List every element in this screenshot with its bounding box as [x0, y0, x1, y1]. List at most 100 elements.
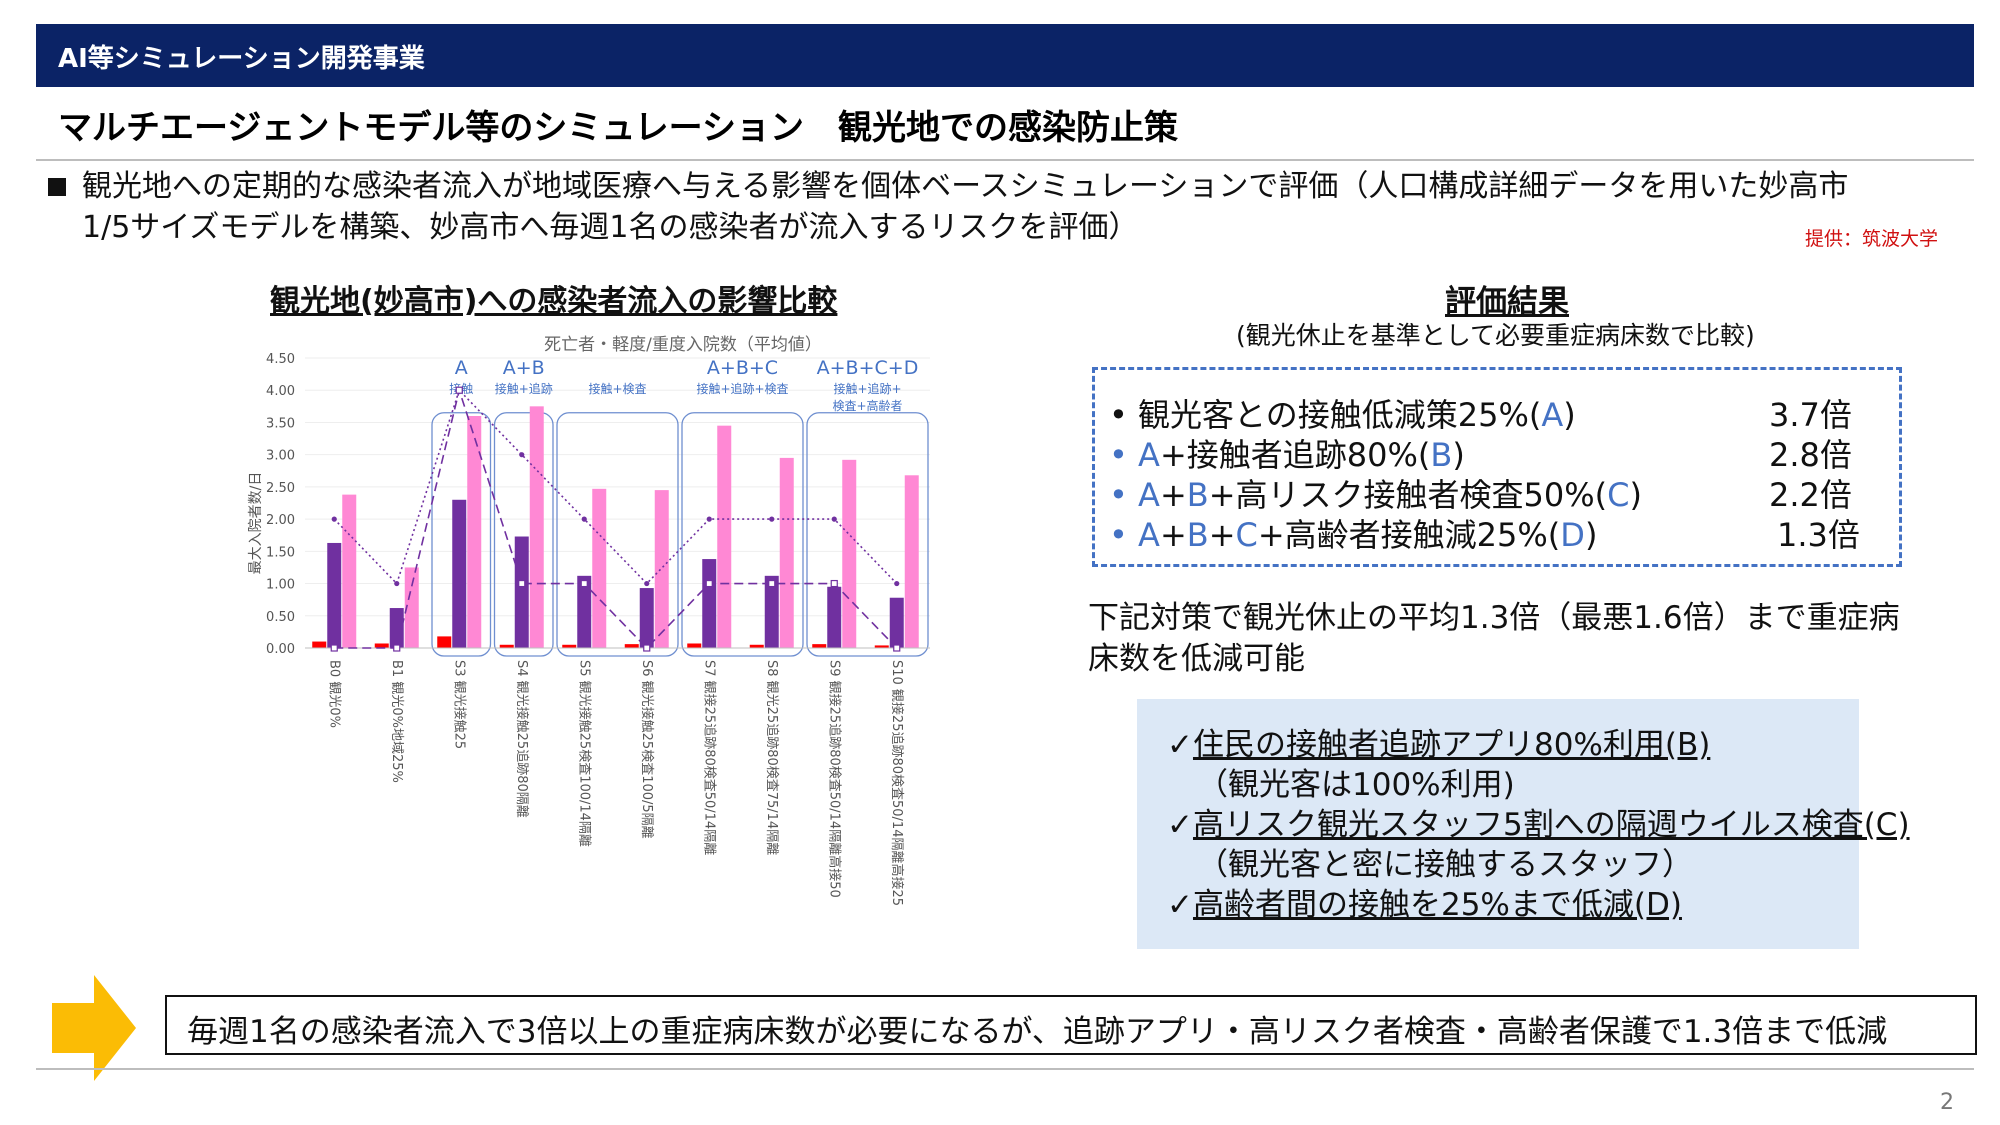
median-point	[518, 579, 526, 588]
measure-note: （観光客は100%利用)	[1197, 767, 1515, 803]
bar-severe	[577, 575, 592, 648]
x-tick-label: S5 観光接触25検査100/14隔離	[576, 660, 592, 847]
measure-text: 高リスク観光スタッフ5割への隔週ウイルス検査(C)	[1192, 807, 1910, 843]
scenario-group-box	[493, 412, 554, 657]
chart-heading: 観光地(妙高市)への感染者流入の影響比較	[270, 284, 838, 319]
scenario-label: A+B	[503, 357, 545, 379]
bar-deaths	[437, 636, 452, 648]
result-row: • A+B+C+高齢者接触減25%(D)	[1109, 516, 1598, 554]
bar-deaths	[374, 643, 389, 648]
bullet-dot-icon: •	[1109, 396, 1139, 434]
bar-mild	[404, 567, 419, 648]
result-tag: D	[1560, 516, 1585, 554]
measure-note: （観光客と密に接触するスタッフ）	[1197, 847, 1693, 883]
result-text-end: )	[1629, 476, 1642, 514]
result-text: 観光客との接触低減策25%(	[1138, 396, 1542, 434]
q1-point	[894, 580, 900, 587]
median-point	[330, 644, 338, 652]
median-point	[893, 644, 901, 652]
result-tag: B	[1430, 436, 1453, 474]
scenario-sub-label: 検査+高齢者	[832, 398, 902, 413]
result-value: 2.2倍	[1769, 476, 1852, 514]
median-point	[643, 644, 651, 652]
scenario-sub-label: 接触+検査	[588, 381, 646, 396]
bar-deaths	[874, 645, 889, 648]
results-box: • 観光客との接触低減策25%(A) 3.7倍 • A+接触者追跡80%(B) …	[1092, 367, 1902, 567]
bar-deaths	[812, 644, 827, 648]
bullet-dot-icon: •	[1109, 436, 1139, 474]
measure-item: ✓高リスク観光スタッフ5割への隔週ウイルス検査(C)	[1167, 799, 1910, 844]
y-tick-label: 1.00	[266, 578, 295, 593]
scenario-label: A	[455, 357, 468, 379]
y-axis-label: 最大入院者数/日	[248, 472, 264, 575]
scenario-label: A+B+C	[707, 357, 778, 379]
y-tick-label: 1.50	[266, 545, 295, 560]
scenario-label: A+B+C+D	[817, 357, 919, 379]
bar-mild	[717, 425, 732, 648]
median-point	[580, 579, 588, 588]
bar-severe	[889, 597, 904, 648]
bar-severe	[452, 499, 467, 648]
bar-deaths	[687, 643, 702, 648]
x-tick-label: B1 観光0%地域25%	[389, 660, 404, 783]
q1-point	[331, 516, 337, 522]
result-value: 1.3倍	[1777, 516, 1860, 554]
x-tick-label: S6 観光接触25検査100/5隔離	[639, 660, 655, 839]
bar-mild	[529, 406, 544, 648]
x-tick-label: S7 観接25追跡80検査50/14隔離	[701, 660, 717, 855]
bar-severe	[827, 586, 842, 648]
x-tick-label: S8 観光25追跡80検査75/14隔離	[764, 660, 780, 855]
chart-title: 死亡者・軽度/重度入院数（平均値）	[544, 335, 822, 355]
checkmark-icon: ✓	[1167, 727, 1193, 763]
footer-divider	[36, 1068, 1974, 1070]
median-point	[455, 386, 463, 394]
bar-mild	[904, 475, 919, 648]
scenario-group-box	[806, 412, 929, 657]
q1-point	[644, 580, 650, 587]
comparison-chart: 死亡者・軽度/重度入院数（平均値） 0.00 0.50 1.00 1.50 2.00 2.5…	[248, 335, 930, 906]
results-title: 評価結果	[1445, 284, 1569, 320]
result-text-end: )	[1584, 516, 1598, 554]
result-text-end: )	[1563, 396, 1576, 434]
q1-point	[706, 516, 712, 522]
bar-severe	[327, 542, 342, 648]
x-tick-label: S9 観接25追跡80検査50/14隔離高接50	[826, 660, 842, 898]
result-row: • A+接触者追跡80%(B)	[1109, 436, 1465, 474]
intro-bullet: 観光地への定期的な感染者流入が地域医療へ与える影響を個体ベースシミュレーションで…	[82, 166, 1892, 248]
measure-item: ✓高齢者間の接触を25%まで低減(D)	[1167, 879, 1682, 924]
y-tick-label: 4.00	[266, 384, 295, 399]
checkmark-icon: ✓	[1167, 807, 1193, 843]
result-tag: A	[1541, 396, 1564, 434]
q1-point	[831, 516, 837, 522]
scenario-group-box	[556, 412, 679, 657]
measure-text: 高齢者間の接触を25%まで低減(D)	[1192, 887, 1682, 923]
arrow-right-icon	[52, 975, 136, 1081]
conclusion-text: 毎週1名の感染者流入で3倍以上の重症病床数が必要になるが、追跡アプリ・高リスク者…	[187, 1014, 1888, 1050]
median-point	[705, 579, 713, 588]
scenario-group-box	[431, 412, 492, 657]
result-value: 2.8倍	[1769, 436, 1852, 474]
bar-severe	[389, 608, 404, 648]
checkmark-icon: ✓	[1167, 887, 1193, 923]
measure-item: ✓住民の接触者追跡アプリ80%利用(B)	[1167, 719, 1710, 764]
x-tick-label: B0 観光0%	[326, 660, 341, 728]
q1-point	[519, 452, 525, 458]
bar-severe	[702, 559, 717, 648]
q1-point	[581, 516, 587, 522]
bullet-dot-icon: •	[1109, 476, 1139, 514]
y-tick-label: 3.00	[266, 449, 295, 464]
x-tick-label: S10 観接25追跡80検査50/14隔離高接25	[889, 660, 905, 906]
median-point	[768, 579, 776, 588]
y-tick-label: 0.50	[266, 610, 295, 625]
scenario-group-box	[681, 412, 804, 657]
summary-text: 下記対策で観光休止の平均1.3倍（最悪1.6倍）まで重症病床数を低減可能	[1088, 600, 1900, 677]
result-text-end: )	[1452, 436, 1465, 474]
median-point	[830, 579, 838, 588]
x-tick-label: S3 観光接触25	[451, 660, 467, 749]
measure-text: 住民の接触者追跡アプリ80%利用(B)	[1192, 727, 1711, 763]
bar-deaths	[499, 644, 514, 648]
bullet-dot-icon: •	[1109, 516, 1139, 554]
result-row: • A+B+高リスク接触者検査50%(C)	[1109, 476, 1642, 514]
q1-point	[394, 580, 400, 587]
page-number: 2	[1940, 1090, 1954, 1115]
